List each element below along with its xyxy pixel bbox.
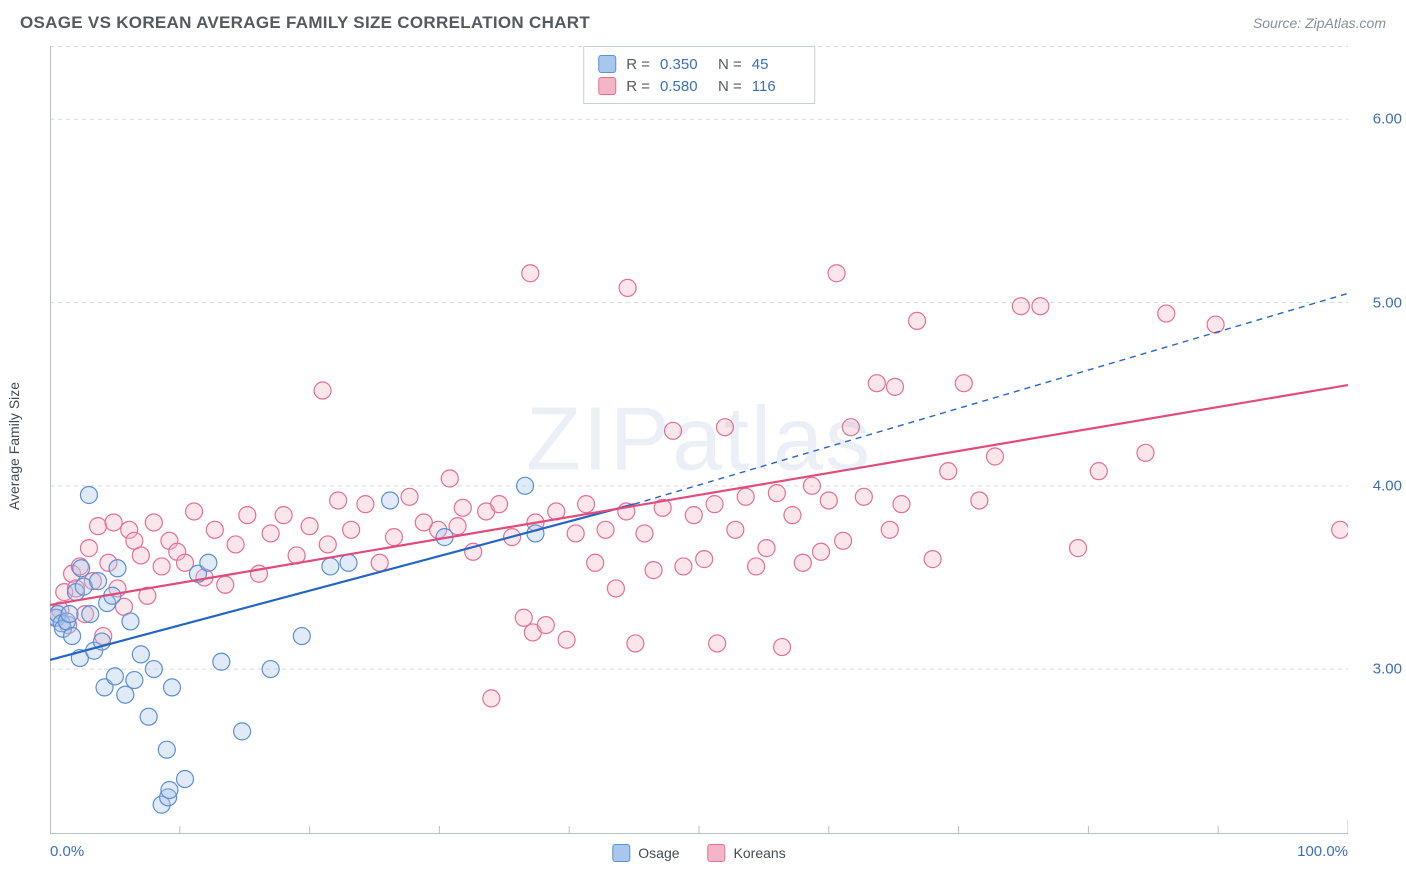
bottom-legend-item-koreans: Koreans	[708, 844, 786, 862]
bottom-label-koreans: Koreans	[734, 845, 786, 861]
chart-header: OSAGE VS KOREAN AVERAGE FAMILY SIZE CORR…	[0, 0, 1406, 46]
legend-row-koreans: R = 0.580 N = 116	[598, 75, 800, 97]
source-name: ZipAtlas.com	[1305, 15, 1386, 31]
legend-swatch-osage	[598, 55, 616, 73]
top-legend: R = 0.350 N = 45 R = 0.580 N = 116	[583, 46, 815, 104]
bottom-label-osage: Osage	[638, 845, 679, 861]
legend-r-value-koreans: 0.580	[660, 78, 708, 95]
chart-source: Source: ZipAtlas.com	[1253, 15, 1386, 31]
x-tick-label: 100.0%	[1297, 843, 1348, 860]
bottom-swatch-koreans	[708, 844, 726, 862]
y-tick-label: 4.00	[1373, 477, 1402, 494]
legend-n-value-koreans: 116	[752, 78, 800, 95]
legend-r-label: R =	[626, 56, 650, 73]
x-tick-label: 0.0%	[50, 843, 84, 860]
y-tick-label: 5.00	[1373, 294, 1402, 311]
legend-r-value-osage: 0.350	[660, 56, 708, 73]
legend-n-label: N =	[718, 56, 742, 73]
y-axis-label: Average Family Size	[6, 382, 22, 510]
bottom-legend: Osage Koreans	[612, 844, 785, 862]
chart-title: OSAGE VS KOREAN AVERAGE FAMILY SIZE CORR…	[20, 13, 590, 33]
legend-r-label: R =	[626, 78, 650, 95]
source-prefix: Source:	[1253, 15, 1305, 31]
bottom-legend-item-osage: Osage	[612, 844, 679, 862]
bottom-swatch-osage	[612, 844, 630, 862]
legend-swatch-koreans	[598, 77, 616, 95]
chart-area: ZIPatlas R = 0.350 N = 45 R = 0.580 N = …	[50, 46, 1348, 834]
y-tick-label: 6.00	[1373, 111, 1402, 128]
legend-n-label: N =	[718, 78, 742, 95]
legend-n-value-osage: 45	[752, 56, 800, 73]
chart-plot	[50, 46, 1348, 834]
y-tick-label: 3.00	[1373, 661, 1402, 678]
legend-row-osage: R = 0.350 N = 45	[598, 53, 800, 75]
